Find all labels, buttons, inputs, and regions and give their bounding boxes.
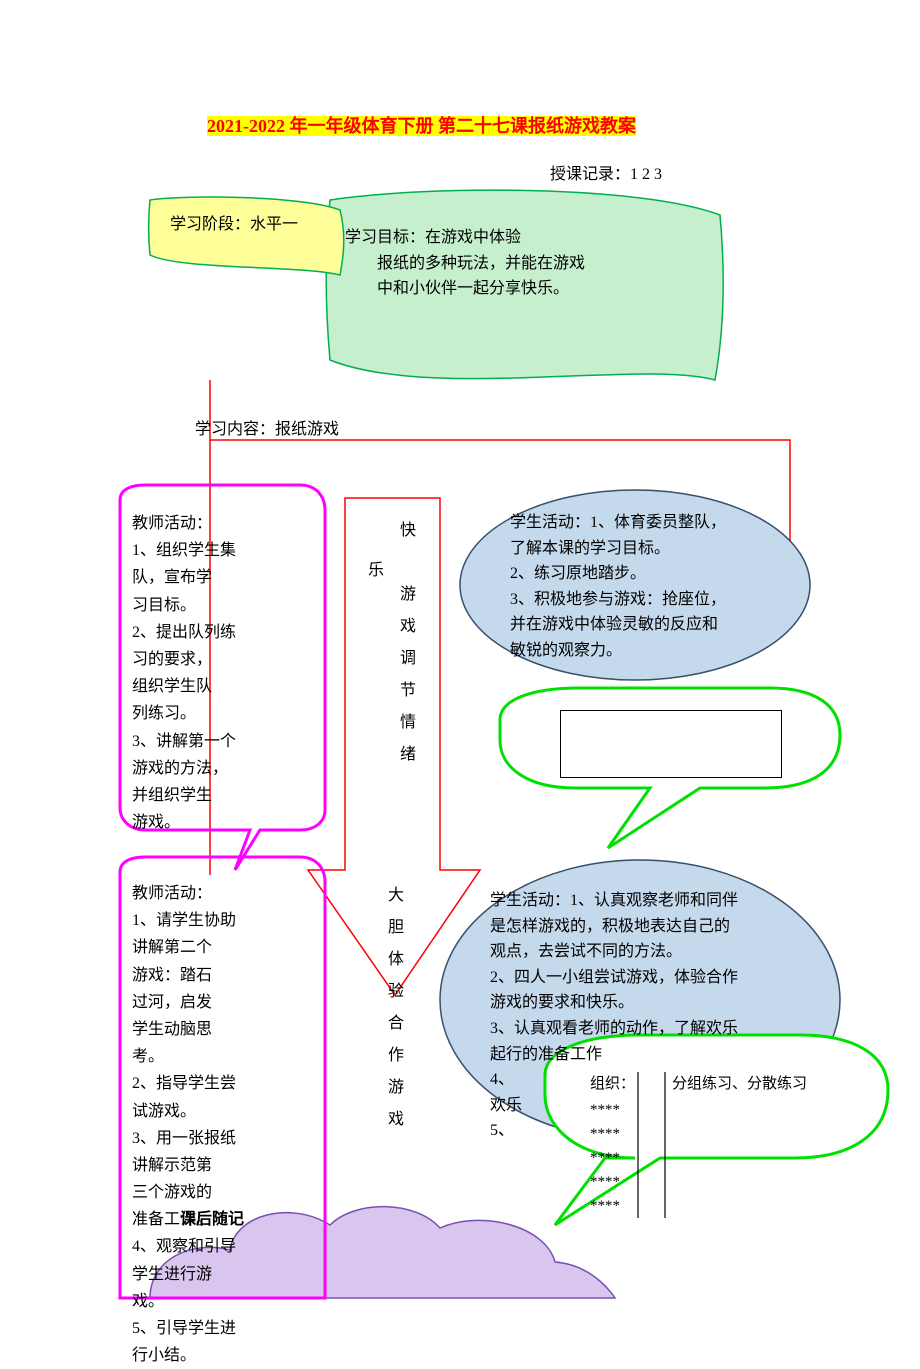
title-text: 2021-2022 年一年级体育下册 第二十七课报纸游戏教案 [207, 116, 636, 136]
objective-text: 学习目标：在游戏中体验 报纸的多种玩法，并能在游戏 中和小伙伴一起分享快乐。 [345, 225, 585, 302]
vert-text-1-right: 快游戏调节情绪 [400, 515, 416, 771]
org-header: 组织： [590, 1076, 635, 1092]
objective-line: 中和小伙伴一起分享快乐。 [345, 276, 585, 302]
vert-text-1-left: 乐 [368, 555, 384, 587]
teacher-activity-1: 教师活动： 1、组织学生集 队，宣布学 习目标。 2、提出队列练 习的要求， 组… [132, 510, 322, 836]
page-title: 2021-2022 年一年级体育下册 第二十七课报纸游戏教案 [207, 112, 636, 138]
org-right: 分组练习、分散练习 [672, 1072, 807, 1098]
post-class-note: 课后随记 [180, 1205, 244, 1229]
org-rows: **** **** **** **** **** [590, 1098, 620, 1218]
empty-box [560, 710, 782, 778]
student-activity-1: 学生活动：1、体育委员整队， 了解本课的学习目标。 2、练习原地踏步。 3、积极… [510, 510, 790, 664]
content-label: 学习内容：报纸游戏 [195, 415, 339, 439]
org-block: 组织： [590, 1072, 635, 1098]
teacher-activity-2: 教师活动： 1、请学生协助 讲解第二个 游戏：踏石 过河，启发 学生动脑思 考。… [132, 880, 322, 1369]
stage-label: 学习阶段：水平一 [170, 212, 298, 238]
class-record: 授课记录：1 2 3 [550, 160, 662, 184]
objective-line: 报纸的多种玩法，并能在游戏 [345, 251, 585, 277]
student-activity-2: 学生活动：1、认真观察老师和同伴 是怎样游戏的，积极地表达自己的 观点，去尝试不… [490, 888, 800, 1144]
vert-text-2: 大胆体验合作游戏 [388, 880, 404, 1136]
objective-line: 学习目标：在游戏中体验 [345, 225, 585, 251]
